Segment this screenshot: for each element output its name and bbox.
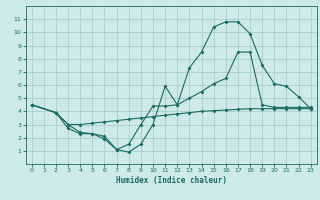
- X-axis label: Humidex (Indice chaleur): Humidex (Indice chaleur): [116, 176, 227, 185]
